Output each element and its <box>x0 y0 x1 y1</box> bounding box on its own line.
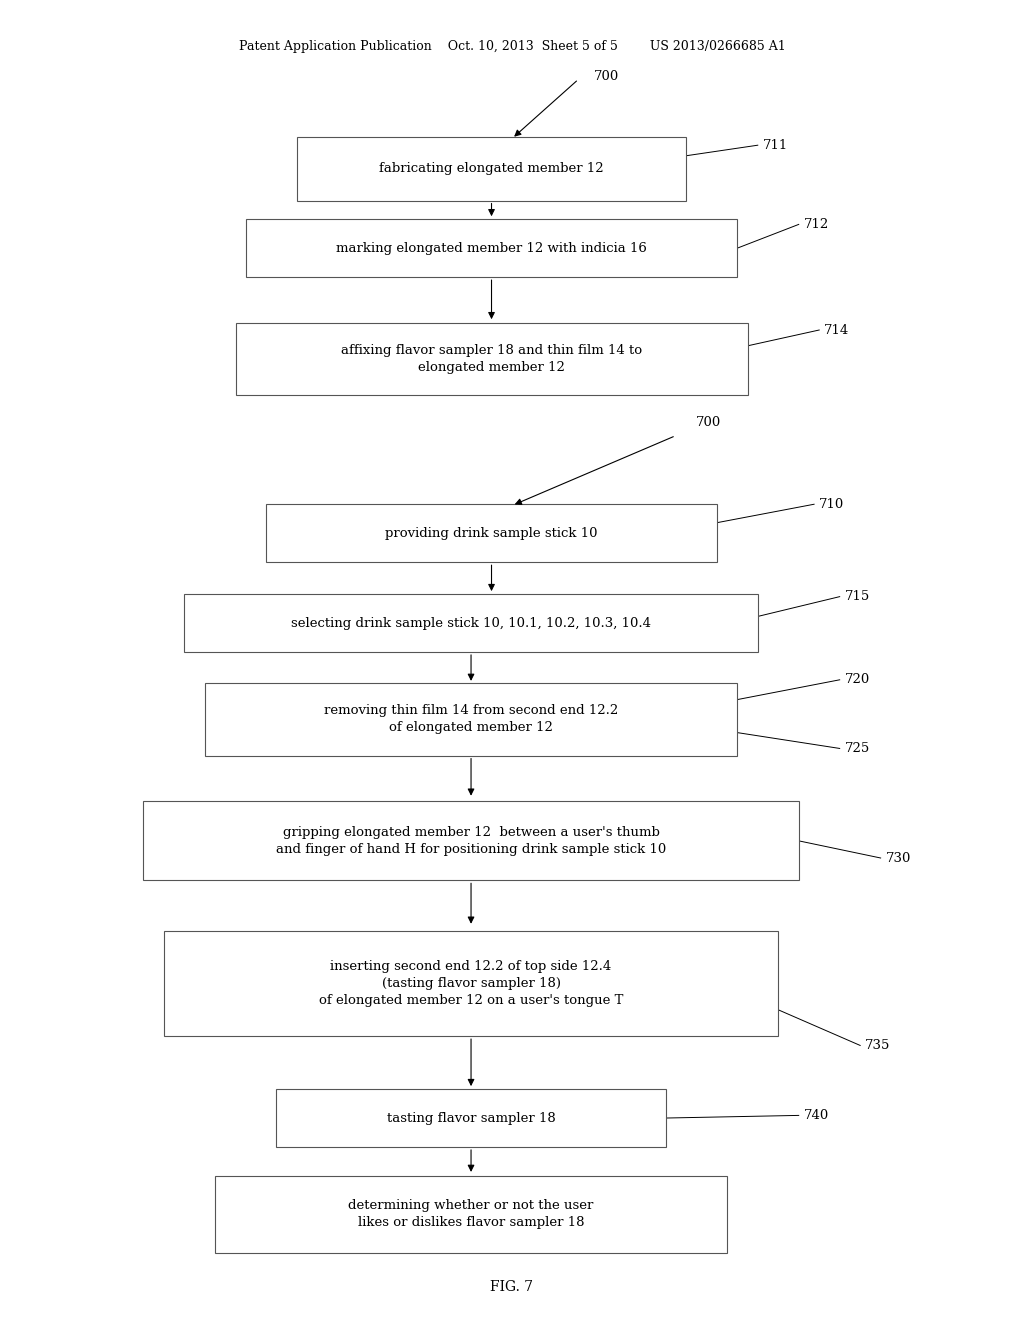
Text: 700: 700 <box>594 70 620 83</box>
Text: 720: 720 <box>845 673 870 686</box>
Text: tasting flavor sampler 18: tasting flavor sampler 18 <box>387 1111 555 1125</box>
Text: determining whether or not the user
likes or dislikes flavor sampler 18: determining whether or not the user like… <box>348 1200 594 1229</box>
FancyBboxPatch shape <box>276 1089 666 1147</box>
Text: 715: 715 <box>845 590 870 603</box>
Text: affixing flavor sampler 18 and thin film 14 to
elongated member 12: affixing flavor sampler 18 and thin film… <box>341 345 642 374</box>
Text: inserting second end 12.2 of top side 12.4
(tasting flavor sampler 18)
of elonga: inserting second end 12.2 of top side 12… <box>318 960 624 1007</box>
Text: 740: 740 <box>804 1109 829 1122</box>
Text: gripping elongated member 12  between a user's thumb
and finger of hand H for po: gripping elongated member 12 between a u… <box>275 826 667 855</box>
FancyBboxPatch shape <box>205 684 737 755</box>
Text: providing drink sample stick 10: providing drink sample stick 10 <box>385 527 598 540</box>
Text: 700: 700 <box>696 416 722 429</box>
Text: 712: 712 <box>804 218 829 231</box>
FancyBboxPatch shape <box>246 219 737 277</box>
FancyBboxPatch shape <box>164 931 778 1036</box>
Text: removing thin film 14 from second end 12.2
of elongated member 12: removing thin film 14 from second end 12… <box>324 705 618 734</box>
FancyBboxPatch shape <box>143 801 799 880</box>
Text: selecting drink sample stick 10, 10.1, 10.2, 10.3, 10.4: selecting drink sample stick 10, 10.1, 1… <box>291 616 651 630</box>
Text: fabricating elongated member 12: fabricating elongated member 12 <box>379 162 604 176</box>
Text: 735: 735 <box>865 1039 891 1052</box>
Text: 725: 725 <box>845 742 870 755</box>
FancyBboxPatch shape <box>215 1176 727 1253</box>
Text: FIG. 7: FIG. 7 <box>490 1280 534 1294</box>
Text: marking elongated member 12 with indicia 16: marking elongated member 12 with indicia… <box>336 242 647 255</box>
Text: Patent Application Publication    Oct. 10, 2013  Sheet 5 of 5        US 2013/026: Patent Application Publication Oct. 10, … <box>239 40 785 53</box>
FancyBboxPatch shape <box>236 322 748 396</box>
Text: 714: 714 <box>824 323 850 337</box>
FancyBboxPatch shape <box>184 594 758 652</box>
FancyBboxPatch shape <box>297 137 686 201</box>
Text: 730: 730 <box>886 851 911 865</box>
Text: 711: 711 <box>763 139 788 152</box>
FancyBboxPatch shape <box>266 504 717 562</box>
Text: 710: 710 <box>819 498 845 511</box>
